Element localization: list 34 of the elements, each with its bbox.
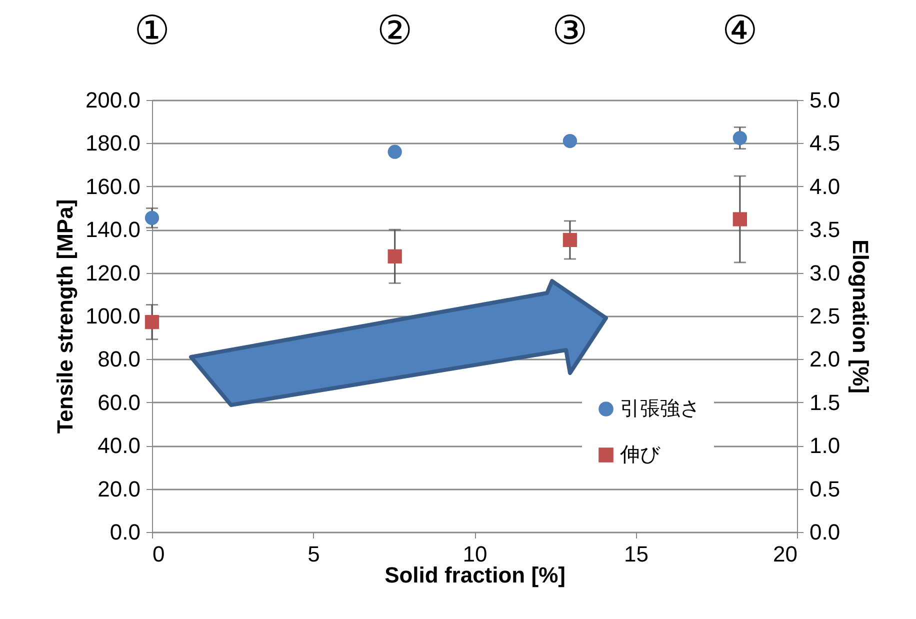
text: ② [376,9,413,53]
x-tick-label: 20 [773,542,798,566]
text: ① [134,9,170,53]
y2-tick-label: 3.5 [810,217,840,242]
y-tick-label: 120.0 [85,260,140,286]
y2-tick-label: 0.0 [810,520,840,544]
y2-tick-label: 2.5 [810,304,840,328]
y-tick-label: 0.0 [110,520,140,544]
y-tick-label: 180.0 [85,130,140,156]
text: ③ [552,9,588,53]
y-tick-label: 140.0 [85,217,140,242]
legend-label: 伸び [619,444,661,466]
y2-tick-label: 1.5 [810,390,840,415]
y-tick-label: 100.0 [85,304,140,328]
x-tick-label: 0 [152,542,165,566]
y-tick-label: 20.0 [98,476,140,502]
y2-tick-label: 3.0 [810,260,840,286]
y-tick-label: 60.0 [98,390,140,415]
y2-tick-label: 4.5 [810,130,840,156]
y-tick-label: 200.0 [85,88,140,112]
text: ④ [722,9,758,53]
y-tick-label: 160.0 [85,174,140,199]
y2-tick-label: 4.0 [810,174,840,199]
y2-axis-title: Elognation [%] [848,240,874,394]
y2-tick-label: 2.0 [810,346,840,372]
y2-tick-label: 5.0 [810,88,840,112]
y-tick-label: 80.0 [98,346,140,372]
y-axis-title: Tensile strength [MPa] [52,199,78,434]
y2-tick-label: 1.0 [810,433,840,458]
legend-label: 引張強さ [620,398,700,420]
y2-tick-label: 0.5 [810,476,840,502]
y-tick-label: 40.0 [98,433,140,458]
x-tick-label: 15 [624,542,648,566]
x-tick-label: 5 [308,542,320,566]
